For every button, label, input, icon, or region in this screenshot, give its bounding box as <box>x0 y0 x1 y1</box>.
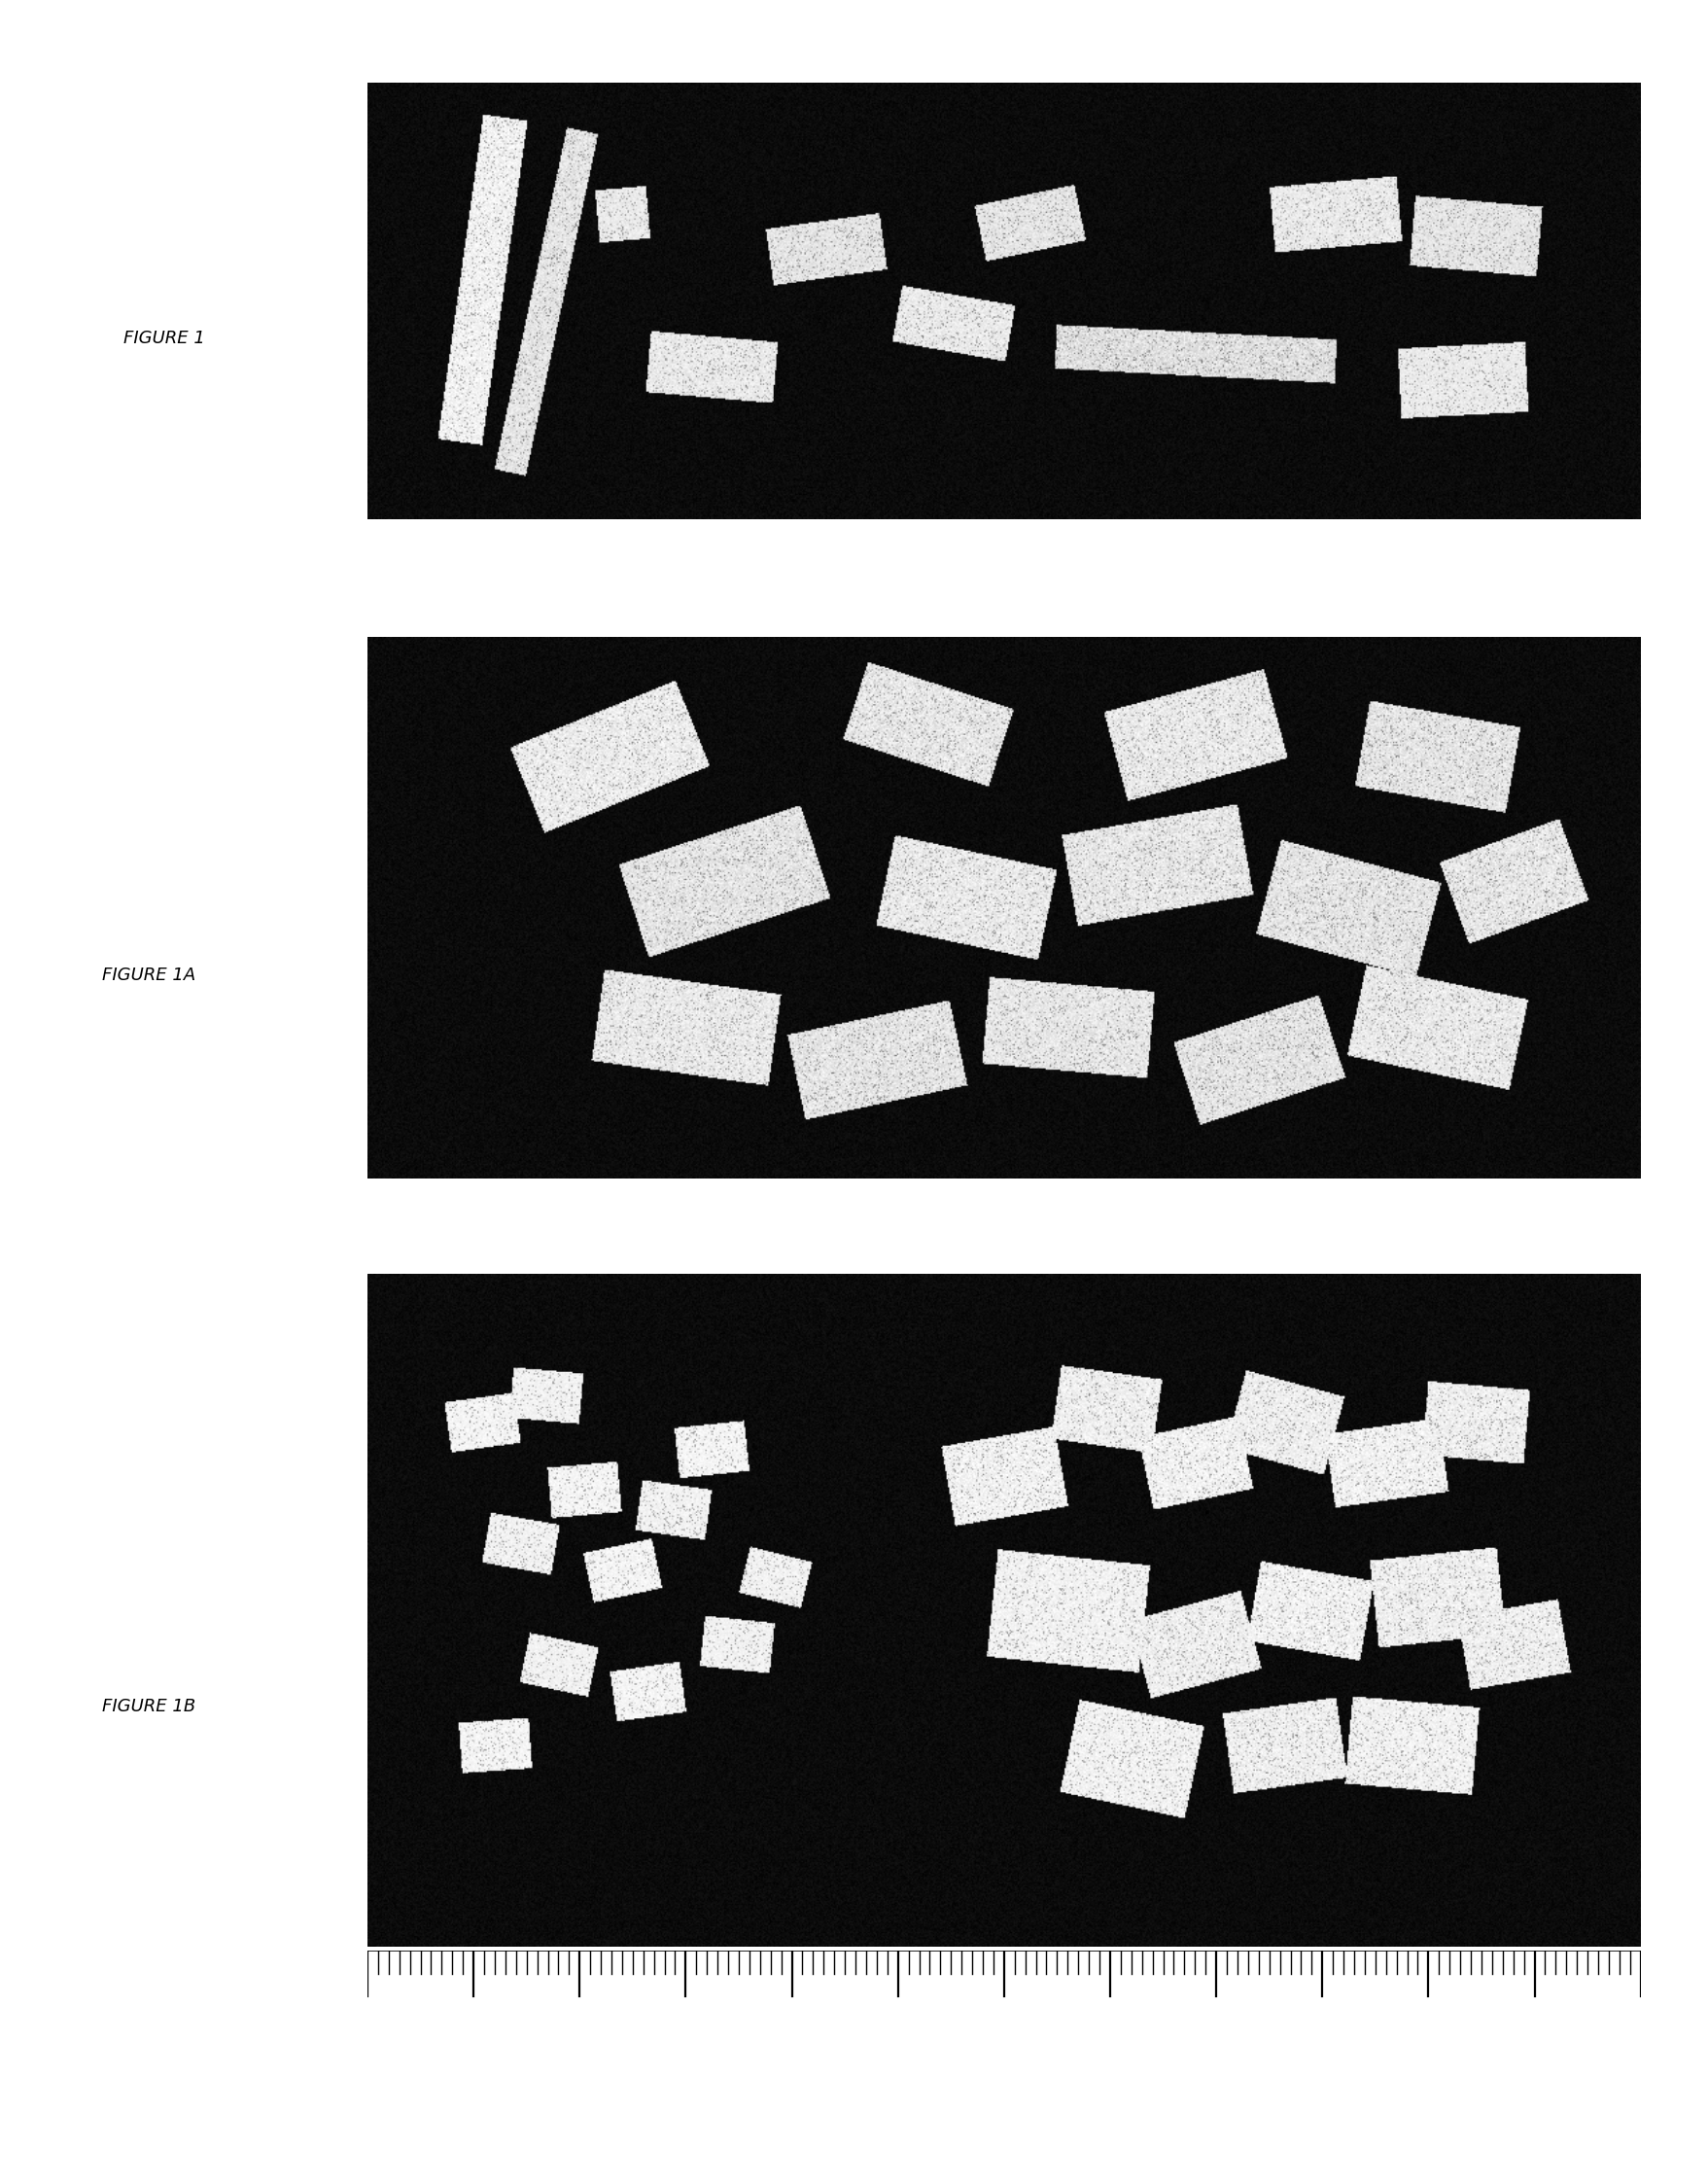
Text: FIGURE 1: FIGURE 1 <box>123 329 205 347</box>
Text: FIGURE 1A: FIGURE 1A <box>102 967 196 984</box>
Text: FIGURE 1B: FIGURE 1B <box>102 1698 196 1715</box>
